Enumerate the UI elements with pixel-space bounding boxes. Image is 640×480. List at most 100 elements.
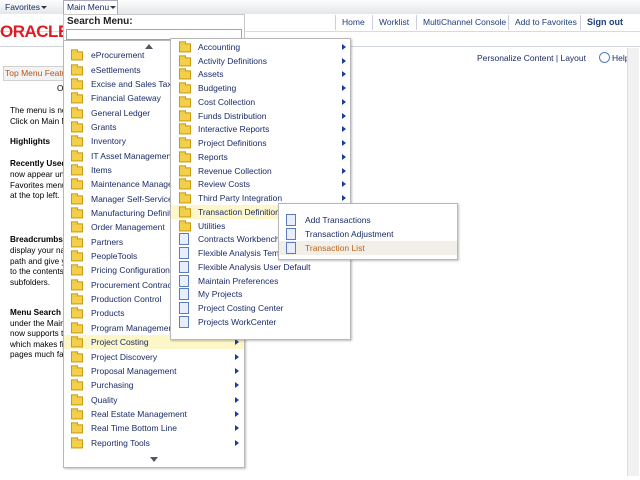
header-link[interactable]: Add to Favorites [508, 15, 583, 30]
menu-item[interactable]: Purchasing [64, 378, 244, 392]
menu-item-label[interactable]: Utilities [198, 220, 226, 231]
menu-item[interactable]: Project Costing Center [171, 301, 350, 315]
menu-item-label[interactable]: Inventory [91, 136, 126, 147]
help-icon[interactable] [599, 52, 610, 63]
folder-icon [71, 336, 83, 348]
menu-item-label[interactable]: Transaction Adjustment [305, 229, 394, 239]
page-icon [179, 260, 189, 273]
menu-item-label[interactable]: Transaction Definitions [198, 206, 285, 217]
header-link[interactable]: Worklist [372, 15, 415, 30]
menu-item-label[interactable]: Projects WorkCenter [198, 316, 277, 327]
menu-item-label[interactable]: Flexible Analysis Temp [198, 248, 284, 259]
favorites-menu[interactable]: Favorites [5, 2, 40, 12]
menu-item-label[interactable]: Purchasing [91, 380, 134, 391]
menu-item[interactable]: Funds Distribution [171, 109, 350, 123]
menu-item[interactable]: Real Time Bottom Line [64, 421, 244, 435]
menu-item[interactable]: Third Party Integration [171, 191, 350, 205]
menu-item[interactable]: Real Estate Management [64, 407, 244, 421]
menu-item-label[interactable]: Maintain Preferences [198, 275, 279, 286]
header-link[interactable]: Home [335, 15, 371, 30]
menu-item-label[interactable]: Activity Definitions [198, 55, 267, 66]
menu-item-label[interactable]: Quality [91, 394, 118, 405]
menu-item[interactable]: Quality [64, 392, 244, 406]
menu-item[interactable]: My Projects [171, 288, 350, 302]
menu-item[interactable]: Reporting Tools [64, 435, 244, 449]
menu-item[interactable]: Assets [171, 68, 350, 82]
menu-item[interactable]: Proposal Management [64, 364, 244, 378]
header-link[interactable]: MultiChannel Console [416, 15, 512, 30]
menu-item-label[interactable]: Financial Gateway [91, 93, 161, 104]
menu-item[interactable]: Review Costs [171, 178, 350, 192]
scroll-up-arrow[interactable] [145, 44, 153, 49]
menu-item[interactable]: Transaction List [279, 241, 457, 255]
menu-item[interactable]: Add Transactions [279, 213, 457, 227]
menu-item[interactable]: Revenue Collection [171, 164, 350, 178]
submenu-arrow [235, 382, 239, 389]
menu-item-label[interactable]: Cost Collection [198, 96, 256, 107]
menu-item-label[interactable]: Contracts Workbench [198, 234, 280, 245]
menu-item[interactable]: Budgeting [171, 81, 350, 95]
header-link[interactable]: Sign out [580, 15, 629, 30]
menu-item-label[interactable]: Partners [91, 236, 124, 247]
menu-item-label[interactable]: Proposal Management [91, 365, 177, 376]
menu-item-label[interactable]: Items [91, 164, 112, 175]
menu-item-label[interactable]: Interactive Reports [198, 124, 270, 135]
menu-item-label[interactable]: Assets [198, 69, 224, 80]
menu-item-label[interactable]: Accounting [198, 41, 241, 52]
menu-item-label[interactable]: Third Party Integration [198, 193, 283, 204]
menu-item-label[interactable]: Procurement Contracts [91, 279, 179, 290]
menu-item[interactable]: Project Discovery [64, 349, 244, 363]
menu-item[interactable]: Transaction Adjustment [279, 227, 457, 241]
menu-item-label[interactable]: Pricing Configuration [91, 265, 170, 276]
menu-item-label[interactable]: Revenue Collection [198, 165, 272, 176]
menu-item-label[interactable]: Excise and Sales Tax/V [91, 78, 180, 89]
menu-item-label[interactable]: eProcurement [91, 50, 145, 61]
menu-item-label[interactable]: Funds Distribution [198, 110, 267, 121]
menu-item-label[interactable]: Grants [91, 121, 117, 132]
search-input[interactable] [66, 29, 242, 40]
personalize-links[interactable]: Personalize Content | Layout [477, 53, 586, 63]
menu-item[interactable]: Project Definitions [171, 136, 350, 150]
menu-item-label[interactable]: My Projects [198, 289, 243, 300]
menu-item-label[interactable]: General Ledger [91, 107, 151, 118]
menu-item-label[interactable]: Project Discovery [91, 351, 158, 362]
folder-icon [179, 68, 191, 80]
menu-item-label[interactable]: Review Costs [198, 179, 250, 190]
menu-item[interactable]: Interactive Reports [171, 123, 350, 137]
menu-item[interactable]: Flexible Analysis Temp [171, 246, 350, 260]
menu-item-label[interactable]: Program Management [91, 322, 176, 333]
scroll-down-arrow[interactable] [150, 457, 158, 462]
menu-item-label[interactable]: PeopleTools [91, 251, 138, 262]
scrollbar[interactable] [627, 48, 639, 476]
menu-item-label[interactable]: eSettlements [91, 64, 141, 75]
menu-item-label[interactable]: Order Management [91, 222, 165, 233]
menu-item[interactable]: Reports [171, 150, 350, 164]
main-menu[interactable]: Main Menu [63, 0, 118, 14]
menu-item[interactable]: Cost Collection [171, 95, 350, 109]
menu-item[interactable]: Contracts Workbench [171, 233, 350, 247]
menu-item-label[interactable]: Real Estate Management [91, 408, 187, 419]
menu-item-label[interactable]: Products [91, 308, 125, 319]
menu-item-label[interactable]: Manufacturing Definitio [91, 208, 178, 219]
folder-icon [71, 250, 83, 262]
menu-item-label[interactable]: Budgeting [198, 83, 237, 94]
menu-item[interactable]: Accounting [171, 40, 350, 54]
menu-item[interactable]: Activity Definitions [171, 54, 350, 68]
menu-item-label[interactable]: Flexible Analysis User Default [198, 261, 311, 272]
help-link[interactable]: Help [612, 53, 630, 63]
menu-item-label[interactable]: Reporting Tools [91, 437, 150, 448]
menu-item-label[interactable]: Project Costing Center [198, 303, 284, 314]
menu-item-label[interactable]: Transaction List [305, 243, 365, 253]
menu-item-label[interactable]: Production Control [91, 294, 162, 305]
menu-item-label[interactable]: Manager Self-Service [91, 193, 173, 204]
menu-item-label[interactable]: Project Costing [91, 337, 149, 348]
menu-item-label[interactable]: Add Transactions [305, 215, 371, 225]
menu-item[interactable]: Flexible Analysis User Default [171, 260, 350, 274]
menu-item[interactable]: Projects WorkCenter [171, 315, 350, 329]
menu-item-label[interactable]: Maintenance Managem [91, 179, 180, 190]
menu-item-label[interactable]: Project Definitions [198, 138, 267, 149]
menu-item-label[interactable]: IT Asset Management [91, 150, 174, 161]
menu-item-label[interactable]: Real Time Bottom Line [91, 423, 177, 434]
menu-item-label[interactable]: Reports [198, 151, 228, 162]
menu-item[interactable]: Maintain Preferences [171, 274, 350, 288]
